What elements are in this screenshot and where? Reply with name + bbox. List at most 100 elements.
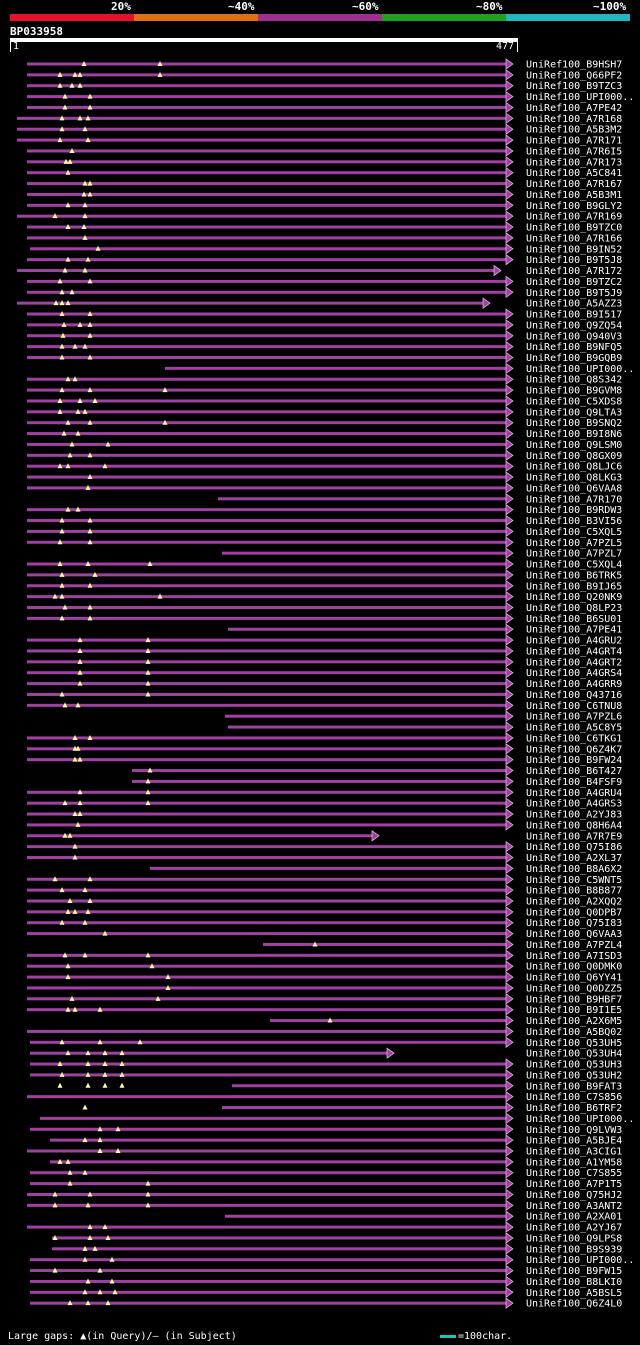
hit-label[interactable]: UniRef100_Q8LKG3 (526, 473, 622, 484)
hit-label[interactable]: UniRef100_B9T5J9 (526, 288, 622, 299)
hit-row[interactable]: UniRef100_Q6VAA8 (27, 482, 622, 495)
hit-label[interactable]: UniRef100_Q9ZQ54 (526, 320, 622, 331)
alignment-bar[interactable] (17, 269, 494, 273)
hit-row[interactable]: UniRef100_A4GRS3 (27, 797, 622, 810)
hit-label[interactable]: UniRef100_Q8GX09 (526, 451, 622, 462)
hit-row[interactable]: UniRef100_B6T427 (132, 764, 622, 778)
hit-label[interactable]: UniRef100_B9T5J8 (526, 255, 622, 266)
alignment-bar[interactable] (27, 975, 506, 979)
hit-row[interactable]: UniRef100_B9S939 (52, 1243, 622, 1256)
hit-label[interactable]: UniRef100_A5BQ02 (526, 1027, 622, 1038)
alignment-bar[interactable] (27, 475, 506, 479)
alignment-bar[interactable] (27, 1008, 506, 1012)
hit-label[interactable]: UniRef100_A7R173 (526, 157, 622, 168)
hit-label[interactable]: UniRef100_B9TZC0 (526, 223, 622, 234)
hit-row[interactable]: UniRef100_B9T5J8 (27, 253, 622, 267)
hit-label[interactable]: UniRef100_B6TRF2 (526, 1103, 622, 1114)
hit-row[interactable]: UniRef100_Q53UH3 (30, 1058, 622, 1071)
alignment-bar[interactable] (232, 1084, 506, 1088)
hit-label[interactable]: UniRef100_B9GLY2 (526, 201, 622, 212)
alignment-bar[interactable] (40, 1116, 506, 1120)
alignment-bar[interactable] (27, 649, 506, 653)
hit-label[interactable]: UniRef100_B9I8N6 (526, 429, 622, 440)
alignment-bar[interactable] (30, 1279, 506, 1283)
alignment-bar[interactable] (27, 758, 506, 762)
hit-label[interactable]: UniRef100_B9TZC3 (526, 81, 622, 92)
hit-label[interactable]: UniRef100_B9RDW3 (526, 505, 622, 516)
alignment-bar[interactable] (27, 442, 506, 446)
hit-label[interactable]: UniRef100_Q43716 (526, 690, 622, 701)
hit-row[interactable]: UniRef100_B6TRK5 (27, 569, 622, 582)
hit-row[interactable]: UniRef100_A7R7E9 (27, 830, 622, 843)
hit-label[interactable]: UniRef100_C7S856 (526, 1092, 622, 1103)
hit-row[interactable]: UniRef100_UPI000.. (40, 1112, 634, 1125)
hit-label[interactable]: UniRef100_A4GRR9 (526, 679, 622, 690)
alignment-bar[interactable] (27, 953, 506, 957)
hit-label[interactable]: UniRef100_A7R170 (526, 494, 622, 505)
hit-label[interactable]: UniRef100_A4GRS3 (526, 799, 622, 810)
alignment-bar[interactable] (30, 1182, 506, 1186)
hit-row[interactable]: UniRef100_B9I8N6 (27, 427, 622, 441)
alignment-bar[interactable] (27, 323, 506, 327)
hit-label[interactable]: UniRef100_B8B877 (526, 886, 622, 897)
alignment-bar[interactable] (27, 573, 506, 577)
alignment-bar[interactable] (270, 1019, 506, 1023)
hit-label[interactable]: UniRef100_A5C841 (526, 168, 622, 179)
alignment-bar[interactable] (30, 1073, 506, 1077)
hit-row[interactable]: UniRef100_Q8GX09 (27, 449, 622, 462)
hit-row[interactable]: UniRef100_A2XA01 (225, 1210, 622, 1223)
hit-row[interactable]: UniRef100_A7ISD3 (27, 949, 622, 962)
alignment-bar[interactable] (27, 192, 506, 196)
hit-row[interactable]: UniRef100_B9I517 (27, 308, 622, 321)
alignment-bar[interactable] (27, 997, 506, 1001)
hit-label[interactable]: UniRef100_UPI000.. (526, 1255, 634, 1266)
alignment-bar[interactable] (50, 1160, 506, 1164)
hit-label[interactable]: UniRef100_A3ANT2 (526, 1201, 622, 1212)
hit-row[interactable]: UniRef100_Q75HJ2 (27, 1188, 622, 1201)
hit-label[interactable]: UniRef100_A2YJ83 (526, 810, 622, 821)
hit-label[interactable]: UniRef100_B9S939 (526, 1244, 622, 1255)
alignment-bar[interactable] (228, 627, 506, 631)
alignment-bar[interactable] (27, 584, 506, 588)
alignment-bar[interactable] (27, 432, 506, 436)
hit-row[interactable]: UniRef100_A5C841 (27, 167, 622, 180)
hit-label[interactable]: UniRef100_A7R167 (526, 179, 622, 190)
hit-row[interactable]: UniRef100_C5XQL4 (27, 558, 622, 571)
hit-row[interactable]: UniRef100_Q8LKG3 (27, 471, 622, 484)
hit-label[interactable]: UniRef100_Q9LTA3 (526, 407, 622, 418)
hit-label[interactable]: UniRef100_Q66PF2 (526, 70, 622, 81)
alignment-bar[interactable] (27, 1149, 506, 1153)
hit-label[interactable]: UniRef100_Q940V3 (526, 331, 622, 342)
hit-label[interactable]: UniRef100_B9FAT3 (526, 1081, 622, 1092)
hit-label[interactable]: UniRef100_Q6Z4K7 (526, 744, 622, 755)
alignment-bar[interactable] (27, 149, 506, 153)
hit-row[interactable]: UniRef100_C7S855 (30, 1167, 622, 1180)
alignment-bar[interactable] (27, 345, 506, 349)
hit-label[interactable]: UniRef100_Q9LPS8 (526, 1233, 622, 1244)
hit-row[interactable]: UniRef100_UPI000.. (165, 362, 634, 375)
hit-label[interactable]: UniRef100_A4GRU2 (526, 636, 622, 647)
alignment-bar[interactable] (27, 812, 506, 816)
alignment-bar[interactable] (218, 497, 506, 501)
hit-label[interactable]: UniRef100_B9NFQ5 (526, 342, 622, 353)
alignment-bar[interactable] (27, 562, 506, 566)
hit-row[interactable]: UniRef100_Q9LVW3 (30, 1123, 622, 1136)
hit-label[interactable]: UniRef100_B9GQB9 (526, 353, 622, 364)
hit-label[interactable]: UniRef100_A3CIG1 (526, 1147, 622, 1158)
alignment-bar[interactable] (27, 312, 506, 316)
hit-label[interactable]: UniRef100_B9I1E5 (526, 1005, 622, 1016)
hit-row[interactable]: UniRef100_C6TNU8 (27, 699, 622, 712)
alignment-bar[interactable] (30, 1040, 506, 1044)
hit-row[interactable]: UniRef100_Q6VAA3 (27, 927, 622, 941)
hit-label[interactable]: UniRef100_B6SU01 (526, 614, 622, 625)
alignment-bar[interactable] (27, 899, 506, 903)
hit-row[interactable]: UniRef100_A7PZL6 (225, 710, 622, 723)
hit-row[interactable]: UniRef100_B9NFQ5 (27, 340, 622, 354)
hit-label[interactable]: UniRef100_A2XA01 (526, 1212, 622, 1223)
hit-label[interactable]: UniRef100_Q8H6A4 (526, 820, 622, 831)
alignment-bar[interactable] (27, 486, 506, 490)
hit-row[interactable]: UniRef100_Q75I83 (27, 917, 622, 930)
alignment-bar[interactable] (27, 823, 506, 827)
hit-label[interactable]: UniRef100_Q53UH3 (526, 1060, 622, 1071)
alignment-bar[interactable] (27, 464, 506, 468)
